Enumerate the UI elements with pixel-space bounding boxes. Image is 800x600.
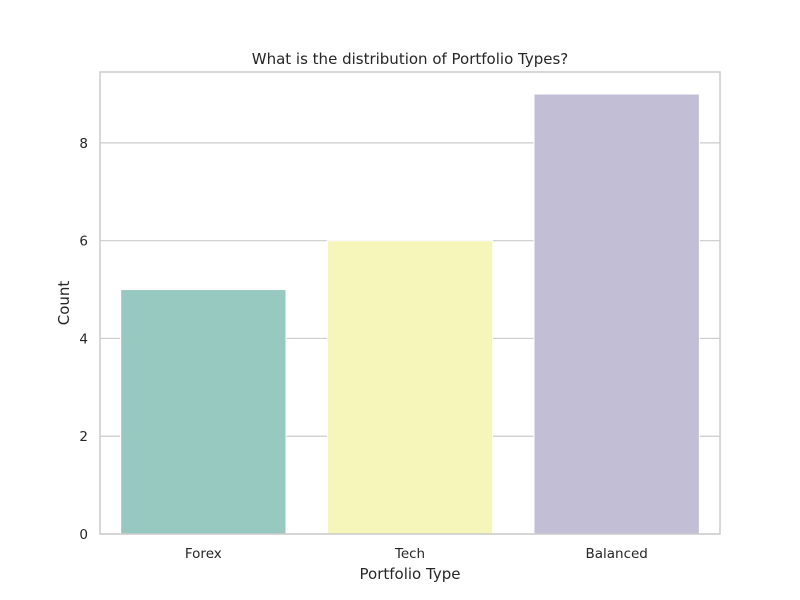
y-axis-label: Count — [55, 281, 73, 326]
plot-frame — [99, 71, 721, 535]
x-axis-label: Portfolio Type — [360, 565, 461, 583]
bar-tech — [326, 240, 494, 535]
x-tick-label: Tech — [394, 546, 425, 562]
bars — [120, 93, 700, 535]
y-tick-label: 8 — [79, 136, 88, 152]
x-tick-label: Forex — [185, 546, 222, 562]
y-tick-labels: 0 2 4 6 8 — [79, 136, 88, 543]
bar-balanced — [533, 93, 700, 535]
bar-forex — [120, 289, 287, 535]
y-tick-label: 4 — [79, 331, 88, 347]
chart-title: What is the distribution of Portfolio Ty… — [252, 50, 569, 68]
y-tick-label: 6 — [79, 234, 88, 250]
y-tick-label: 0 — [79, 527, 88, 543]
y-tick-label: 2 — [79, 429, 88, 445]
x-tick-label: Balanced — [585, 546, 647, 562]
x-tick-labels: Forex Tech Balanced — [185, 546, 648, 562]
